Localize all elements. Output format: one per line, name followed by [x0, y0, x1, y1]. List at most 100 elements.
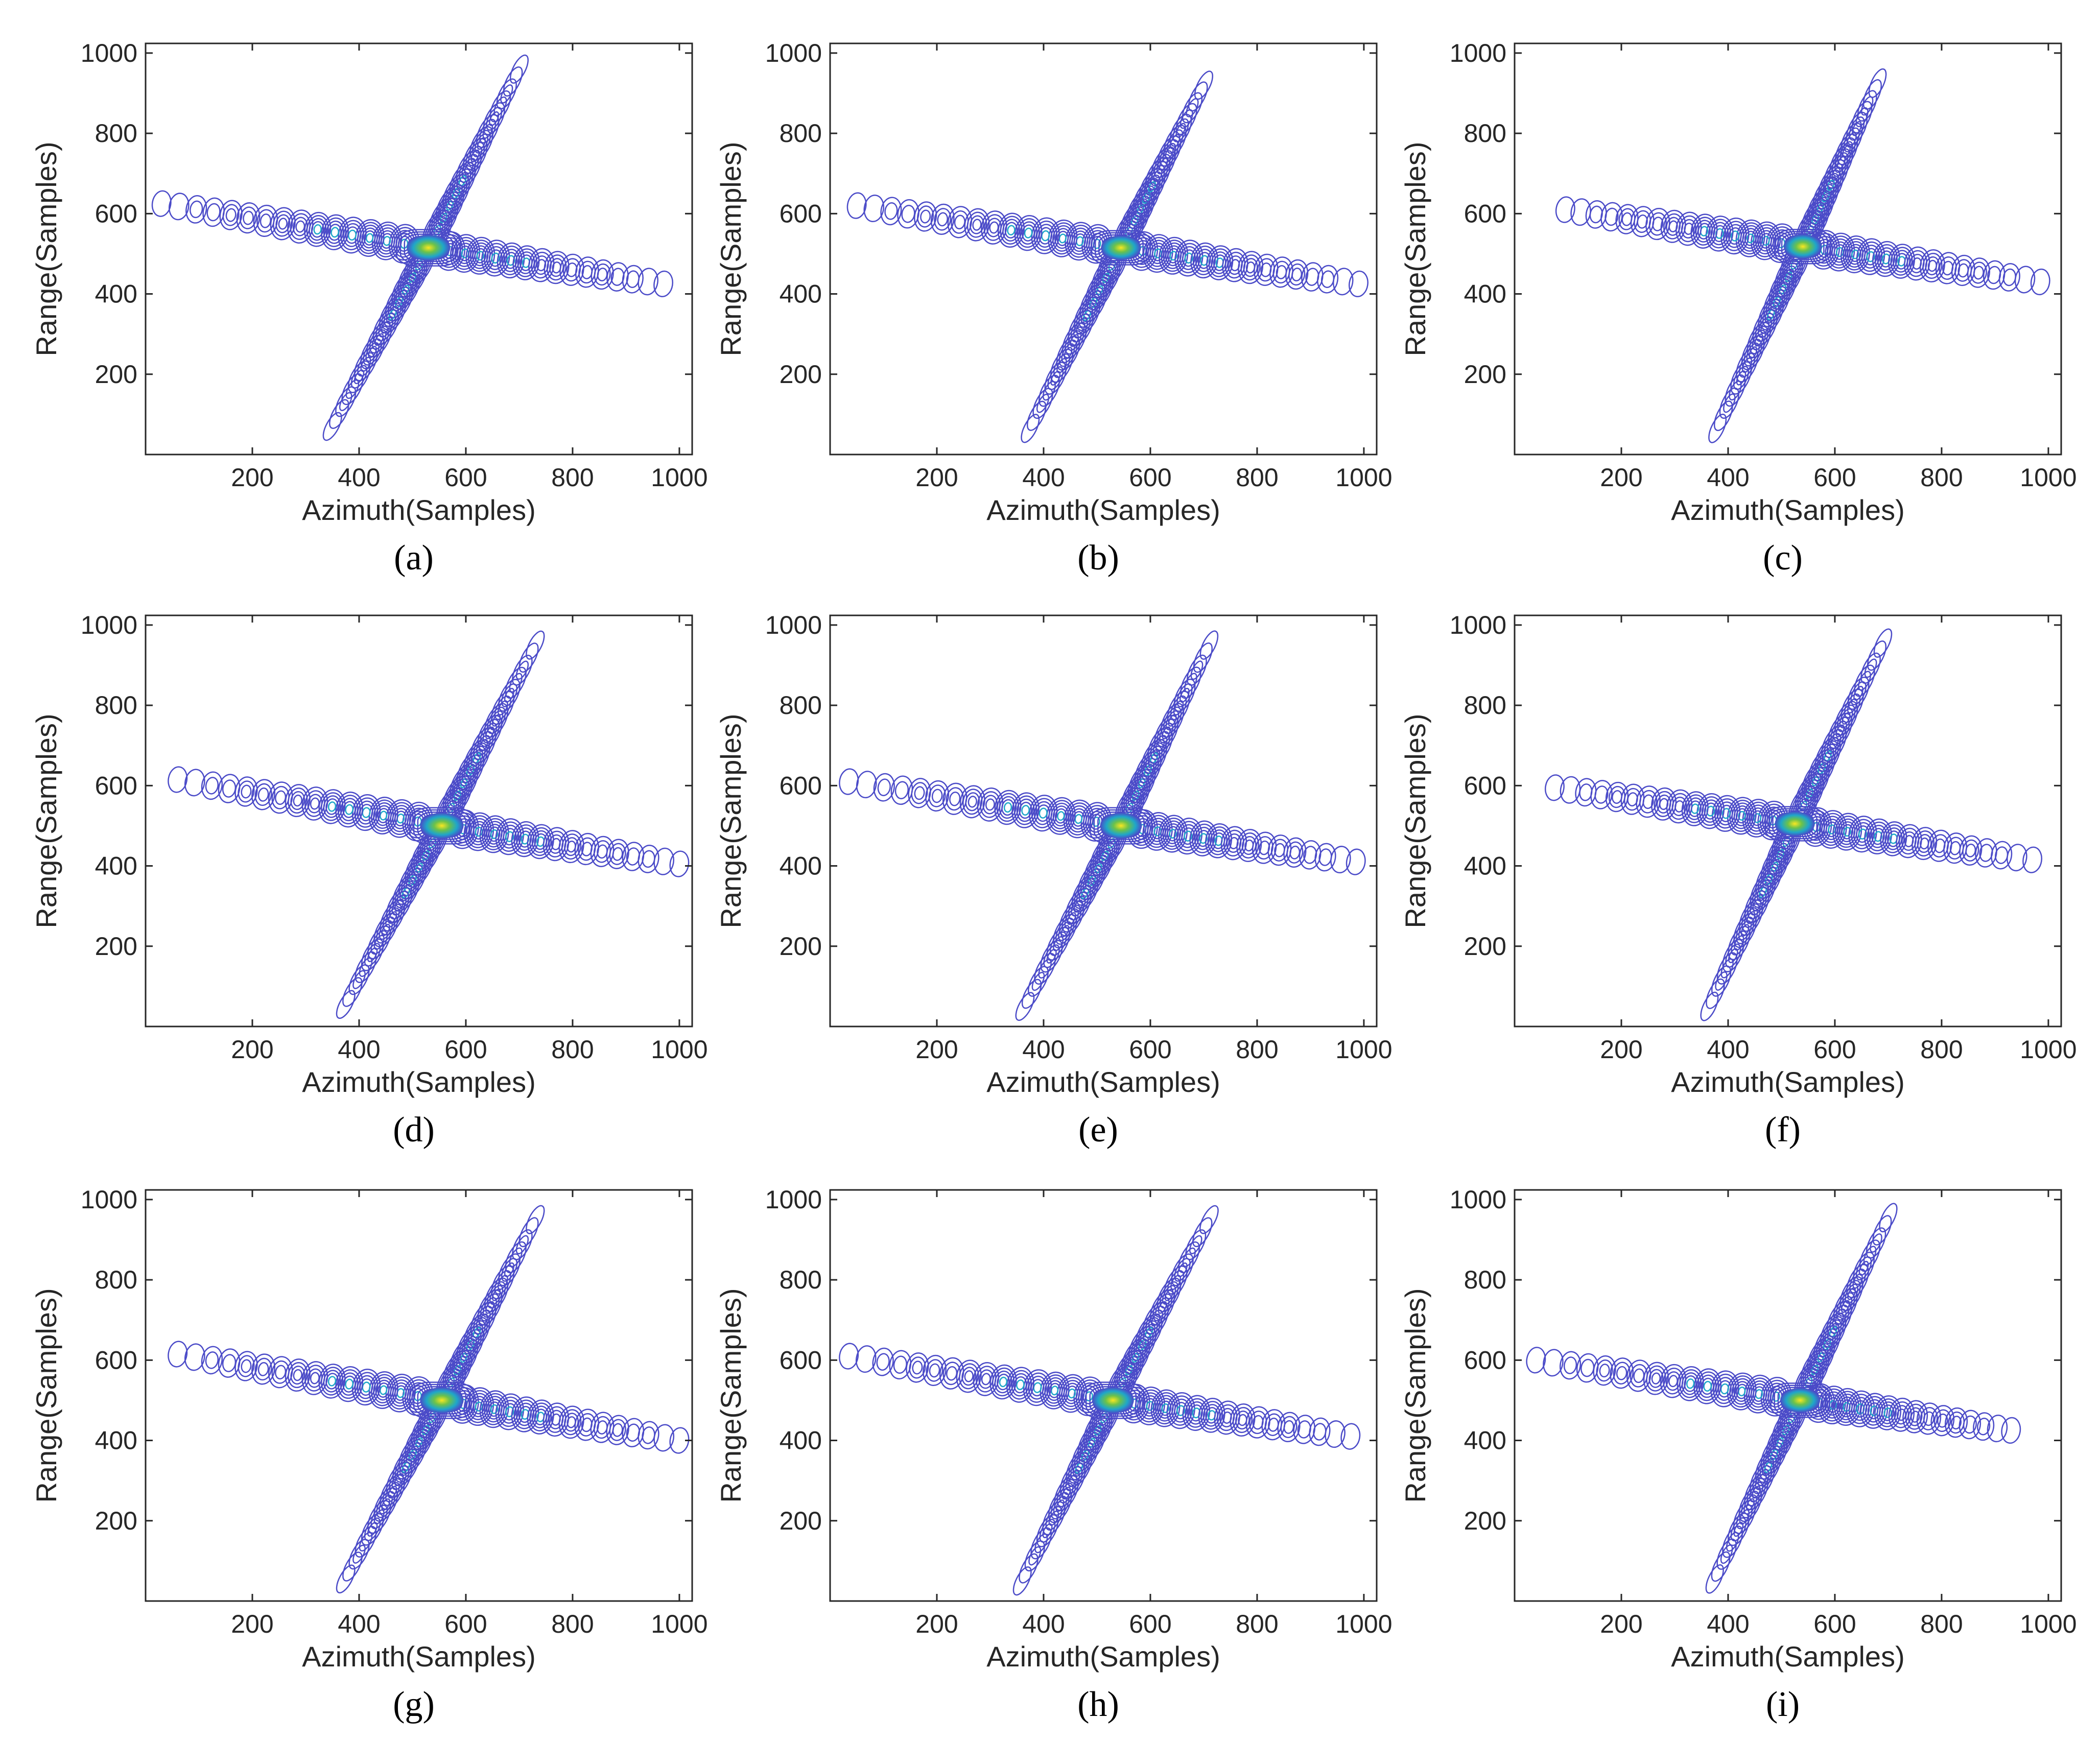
sidelobe-contour: [884, 202, 898, 220]
sidelobe-contour: [1693, 217, 1715, 246]
sidelobe-contour: [1699, 796, 1723, 826]
sidelobe-contour: [1245, 1406, 1270, 1439]
sidelobe-contour: [490, 829, 499, 839]
sidelobe-contour: [1630, 1364, 1648, 1388]
sidelobe-contour: [1870, 1233, 1882, 1253]
sidelobe-contour: [465, 1317, 488, 1348]
y-tick-label: 600: [95, 771, 137, 800]
sidelobe-contour: [442, 174, 470, 213]
y-tick-label: 600: [95, 199, 137, 228]
sidelobe-contour: [1711, 965, 1732, 997]
sidelobe-contour: [1028, 1546, 1042, 1566]
sidelobe-contour: [1832, 813, 1862, 851]
sidelobe-contour: [465, 236, 495, 275]
sidelobe-contour: [490, 1404, 499, 1414]
sidelobe-contour: [1715, 228, 1724, 239]
sidelobe-contour: [1036, 804, 1050, 822]
sidelobe-contour: [1189, 1404, 1203, 1422]
sidelobe-contour: [394, 1451, 417, 1483]
sidelobe-contour: [341, 373, 364, 405]
sidelobe-contour: [622, 1418, 645, 1448]
sidelobe-contour: [1920, 1406, 1938, 1430]
sidelobe-contour: [1135, 182, 1158, 214]
sidelobe-contour: [985, 798, 995, 811]
sidelobe-contour: [327, 801, 337, 812]
sidelobe-contour: [389, 1465, 410, 1494]
sidelobe-contour: [1822, 1316, 1844, 1348]
sidelobe-contour: [1195, 249, 1214, 272]
sidelobe-contour: [1847, 698, 1858, 714]
sidelobe-contour: [1071, 874, 1099, 913]
sidelobe-contour: [1735, 1383, 1748, 1399]
sidelobe-contour: [1317, 265, 1339, 294]
sidelobe-contour: [1828, 712, 1853, 749]
sidelobe-contour: [1690, 213, 1718, 249]
sidelobe-contour: [536, 259, 547, 272]
sidelobe-contour: [1014, 795, 1037, 825]
sidelobe-contour: [335, 1366, 363, 1402]
sidelobe-contour: [325, 220, 344, 244]
sidelobe-contour: [1681, 791, 1709, 826]
sidelobe-contour: [1071, 1436, 1099, 1475]
sidelobe-contour: [980, 791, 1001, 818]
sidelobe-contour: [558, 1405, 584, 1439]
sidelobe-contour: [1844, 693, 1861, 719]
sidelobe-contour: [2022, 846, 2043, 873]
sidelobe-contour: [328, 224, 342, 241]
sidelobe-contour: [1014, 215, 1043, 251]
sidelobe-contour: [361, 1513, 384, 1546]
sidelobe-contour: [394, 877, 417, 909]
sidelobe-contour: [1730, 230, 1739, 242]
sidelobe-contour: [1826, 733, 1842, 754]
sidelobe-contour: [481, 240, 510, 277]
sidelobe-contour: [1079, 283, 1107, 323]
x-tick-label: 400: [1707, 1035, 1749, 1064]
sidelobe-contour: [275, 1365, 287, 1380]
sidelobe-contour: [1153, 150, 1173, 179]
sidelobe-contour: [359, 957, 373, 977]
sidelobe-contour: [1017, 218, 1040, 248]
sidelobe-contour: [1259, 840, 1270, 855]
sidelobe-contour: [1612, 790, 1622, 804]
sidelobe-contour: [920, 209, 931, 224]
sidelobe-contour: [381, 299, 404, 330]
sidelobe-contour: [1837, 137, 1856, 165]
sidelobe-contour: [1846, 1390, 1875, 1427]
sidelobe-contour: [1061, 904, 1082, 933]
sidelobe-contour: [863, 195, 885, 223]
sidelobe-contour: [1171, 1398, 1190, 1423]
sidelobe-contour: [994, 790, 1022, 825]
sidelobe-contour: [983, 214, 1005, 241]
sidelobe-contour: [1842, 145, 1851, 158]
sidelobe-contour: [1656, 794, 1671, 814]
axes-box: [145, 614, 693, 1028]
sidelobe-contour: [1172, 118, 1189, 142]
sidelobe-contour: [1070, 334, 1079, 347]
sidelobe-contour: [459, 754, 482, 786]
sidelobe-contour: [942, 1362, 961, 1386]
sidelobe-contour: [1852, 121, 1862, 136]
sidelobe-contour: [1654, 791, 1674, 817]
sidelobe-contour: [478, 738, 488, 752]
sidelobe-contour: [1684, 794, 1707, 823]
sidelobe-contour: [477, 715, 503, 751]
x-tick-label: 800: [551, 463, 594, 492]
sidelobe-contour: [1846, 111, 1868, 146]
sidelobe-contour: [241, 1359, 252, 1373]
sidelobe-contour: [254, 783, 272, 806]
sidelobe-contour: [1150, 1389, 1181, 1427]
sidelobe-contour: [381, 320, 391, 334]
sidelobe-contour: [375, 805, 392, 826]
sidelobe-contour: [1189, 820, 1217, 856]
plot-area: [839, 1205, 1361, 1596]
x-tick-label: 400: [338, 463, 380, 492]
plot-area: [1544, 628, 2043, 1021]
sidelobe-contour: [908, 778, 931, 808]
sidelobe-contour: [1876, 1398, 1899, 1427]
y-tick-label: 1000: [81, 1185, 137, 1214]
sidelobe-contour: [1898, 827, 1920, 855]
sidelobe-contour: [268, 1356, 293, 1389]
sidelobe-contour: [1044, 1377, 1065, 1404]
sidelobe-contour: [1857, 90, 1877, 122]
sidelobe-contour: [241, 784, 252, 799]
